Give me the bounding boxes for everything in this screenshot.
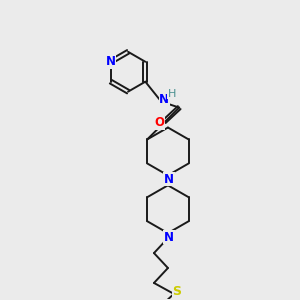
Text: N: N (164, 173, 174, 186)
Text: H: H (168, 89, 176, 99)
Text: O: O (154, 116, 164, 129)
Text: N: N (106, 55, 116, 68)
Text: S: S (172, 285, 182, 298)
Text: N: N (164, 231, 174, 244)
Text: N: N (159, 93, 169, 106)
